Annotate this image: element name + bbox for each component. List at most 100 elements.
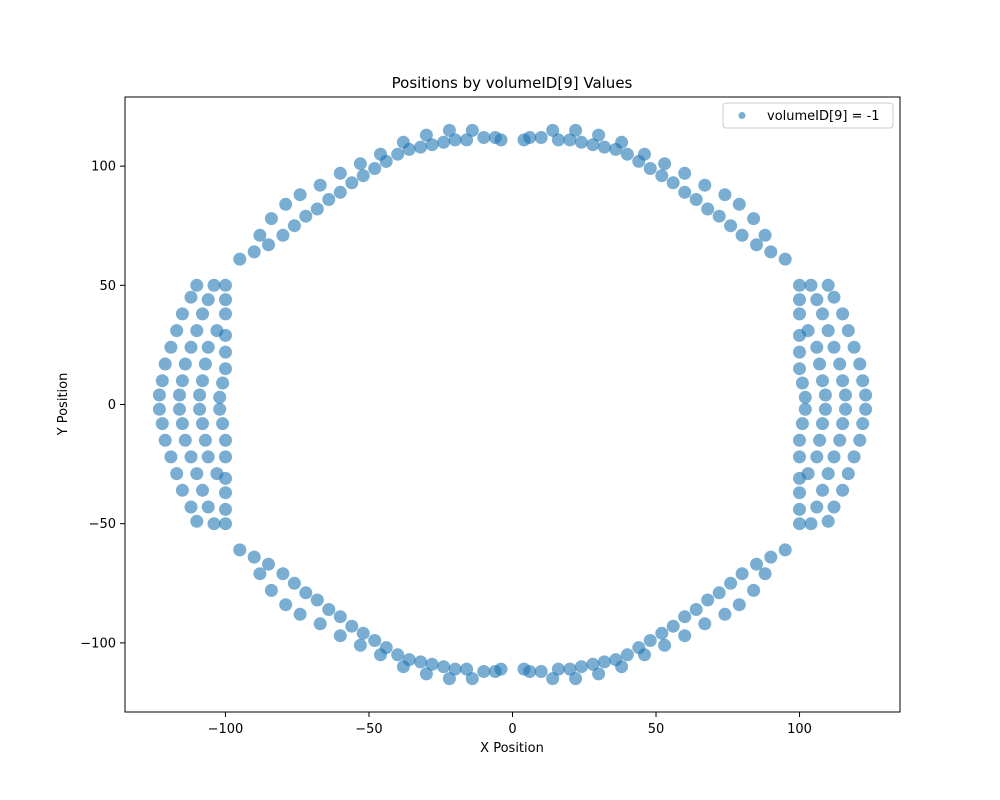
scatter-point — [219, 517, 232, 531]
scatter-point — [448, 133, 462, 147]
scatter-point — [689, 603, 703, 616]
scatter-point — [173, 388, 186, 402]
scatter-point — [219, 345, 232, 359]
scatter-point — [735, 567, 749, 581]
scatter-point — [758, 228, 772, 242]
scatter-point — [219, 486, 232, 500]
scatter-point — [597, 140, 611, 154]
scatter-point — [175, 483, 189, 497]
scatter-point — [216, 417, 230, 431]
scatter-point — [414, 140, 428, 154]
scatter-point — [724, 219, 738, 233]
scatter-point — [178, 433, 192, 447]
scatter-point — [287, 576, 301, 590]
scatter-point — [402, 142, 416, 156]
scatter-point — [279, 598, 293, 612]
scatter-point — [207, 278, 221, 292]
scatter-point — [313, 178, 327, 192]
scatter-point — [827, 500, 841, 514]
scatter-point — [712, 586, 726, 600]
scatter-point — [345, 176, 359, 190]
scatter-point — [201, 293, 215, 307]
scatter-point — [442, 672, 456, 686]
scatter-point — [836, 307, 850, 321]
scatter-point — [262, 557, 275, 571]
scatter-point — [804, 278, 818, 292]
scatter-point — [517, 662, 531, 676]
x-tick-label: −100 — [208, 722, 244, 737]
scatter-point — [643, 162, 657, 175]
scatter-point — [190, 324, 204, 338]
scatter-point — [732, 598, 746, 612]
scatter-point — [253, 567, 267, 581]
scatter-point — [534, 665, 548, 678]
scatter-point — [196, 417, 209, 431]
x-tick-label: 50 — [648, 722, 665, 737]
scatter-point — [216, 376, 230, 390]
scatter-point — [442, 123, 456, 137]
scatter-point — [701, 202, 715, 216]
scatter-point — [818, 388, 832, 402]
scatter-point — [574, 660, 588, 674]
y-tick-label: 50 — [99, 279, 116, 294]
scatter-point — [391, 147, 405, 161]
legend: volumeID[9] = -1 — [722, 102, 894, 129]
scatter-point — [158, 357, 172, 371]
scatter-point — [345, 619, 359, 633]
scatter-point — [152, 388, 166, 402]
scatter-point — [546, 672, 560, 686]
scatter-point — [563, 133, 577, 147]
scatter-point — [718, 188, 732, 202]
scatter-point — [764, 550, 778, 564]
scatter-point — [827, 290, 841, 304]
scatter-point — [758, 567, 772, 581]
scatter-point — [859, 402, 873, 416]
scatter-point — [853, 433, 867, 447]
scatter-point — [856, 374, 870, 388]
chart-title: Positions by volumeID[9] Values — [392, 74, 633, 92]
scatter-point — [813, 433, 827, 447]
scatter-point — [170, 324, 184, 338]
y-tick-label: 100 — [91, 160, 116, 175]
x-tick-label: 100 — [787, 722, 812, 737]
scatter-point — [833, 357, 847, 371]
scatter-point — [219, 450, 232, 464]
scatter-point — [465, 672, 479, 686]
scatter-point — [494, 662, 508, 676]
scatter-point — [201, 340, 215, 354]
scatter-point — [402, 653, 416, 667]
scatter-point — [853, 357, 867, 371]
scatter-point — [175, 307, 189, 321]
scatter-point — [546, 123, 560, 137]
scatter-point — [655, 169, 669, 183]
scatter-point — [196, 483, 209, 497]
scatter-point — [437, 660, 451, 674]
scatter-point — [353, 638, 367, 652]
scatter-point — [551, 133, 565, 147]
scatter-point — [175, 417, 189, 431]
y-axis-ticks: −100 −50 0 50 100 — [80, 160, 125, 651]
scatter-point — [253, 228, 267, 242]
scatter-point — [448, 662, 462, 676]
scatter-point — [689, 193, 703, 206]
scatter-point — [184, 290, 198, 304]
scatter-point — [586, 138, 600, 152]
scatter-point — [813, 357, 827, 371]
scatter-point — [201, 450, 215, 464]
scatter-point — [712, 209, 726, 223]
y-tick-label: −100 — [80, 636, 116, 651]
scatter-point — [299, 209, 313, 223]
scatter-point — [836, 483, 850, 497]
scatter-point — [839, 402, 852, 416]
scatter-point — [517, 133, 531, 147]
scatter-point — [747, 583, 761, 597]
scatter-point — [827, 450, 841, 464]
scatter-point — [293, 188, 307, 202]
scatter-point — [586, 657, 600, 671]
scatter-point — [718, 607, 732, 621]
scatter-point — [152, 402, 166, 416]
scatter-point — [425, 657, 439, 671]
scatter-point — [609, 142, 623, 156]
scatter-point — [816, 307, 829, 321]
scatter-point — [219, 278, 232, 292]
